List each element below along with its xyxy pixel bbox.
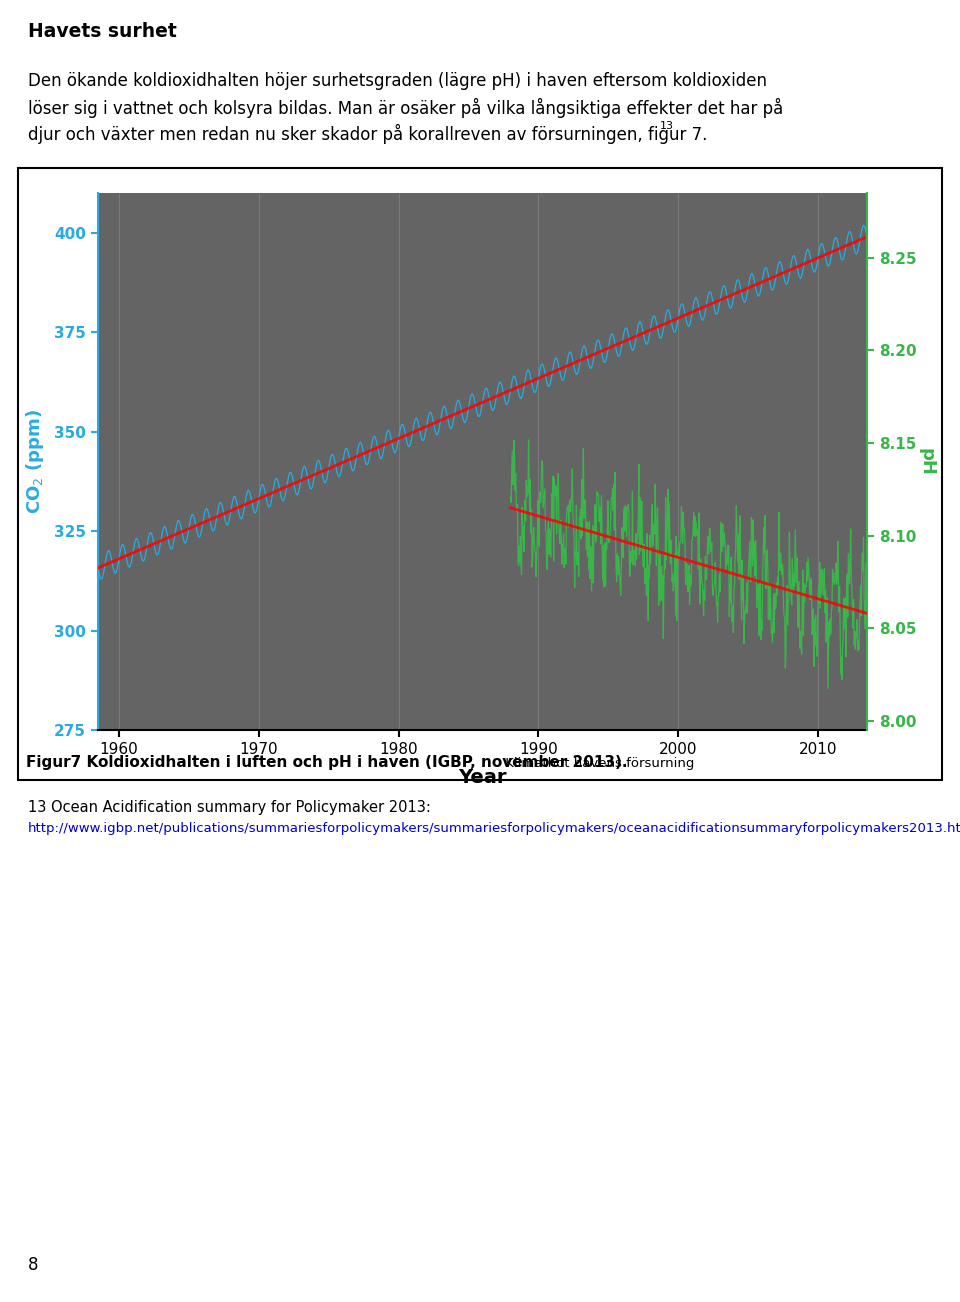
- Text: Den ökande koldioxidhalten höjer surhetsgraden (lägre pH) i haven eftersom koldi: Den ökande koldioxidhalten höjer surhets…: [28, 72, 767, 90]
- Text: Klimathot havens försurning: Klimathot havens försurning: [501, 756, 694, 769]
- Text: 13: 13: [660, 121, 674, 132]
- Text: djur och växter men redan nu sker skador på korallreven av försurningen, figur 7: djur och växter men redan nu sker skador…: [28, 124, 708, 145]
- Text: 8: 8: [28, 1256, 38, 1273]
- X-axis label: Year: Year: [458, 768, 507, 786]
- Text: http://www.igbp.net/publications/summariesforpolicymakers/summariesforpolicymake: http://www.igbp.net/publications/summari…: [28, 822, 960, 835]
- Text: Figur7 Koldioxidhalten i luften och pH i haven (IGBP, november 2013).: Figur7 Koldioxidhalten i luften och pH i…: [26, 755, 628, 769]
- Text: löser sig i vattnet och kolsyra bildas. Man är osäker på vilka långsiktiga effek: löser sig i vattnet och kolsyra bildas. …: [28, 98, 783, 118]
- Y-axis label: CO$_2$ (ppm): CO$_2$ (ppm): [24, 409, 46, 514]
- Bar: [18, 168, 942, 780]
- Text: Havets surhet: Havets surhet: [28, 22, 177, 40]
- Y-axis label: pH: pH: [918, 448, 936, 475]
- Text: 13 Ocean Acidification summary for Policymaker 2013:: 13 Ocean Acidification summary for Polic…: [28, 799, 431, 815]
